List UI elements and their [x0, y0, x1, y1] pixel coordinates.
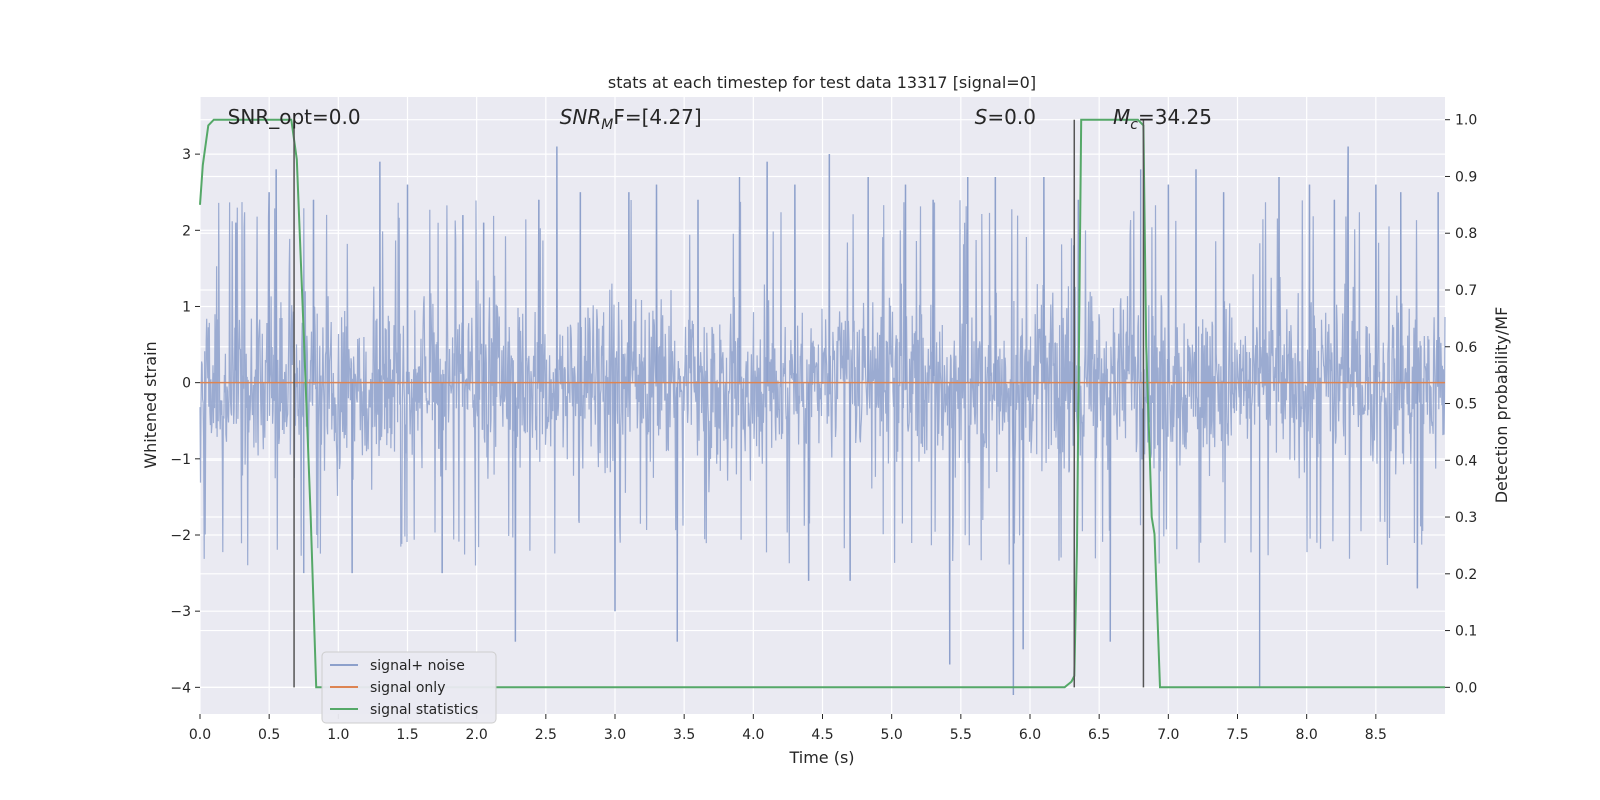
annotation-subscript: M [601, 117, 613, 133]
y-axis-label: Whitened strain [141, 341, 160, 468]
x-tick-label: 3.0 [604, 727, 626, 743]
signal-statistics-line [199, 118, 1445, 689]
y-tick-label: 2 [182, 223, 191, 239]
x-tick-label: 8.0 [1296, 727, 1318, 743]
x-tick-label: 6.5 [1088, 727, 1110, 743]
annotation-base: S [975, 105, 988, 129]
y-tick-label: −4 [170, 680, 191, 696]
x-tick-label: 4.5 [811, 727, 833, 743]
y2-tick-label: 0.5 [1455, 397, 1477, 413]
chart-title: stats at each timestep for test data 133… [608, 73, 1036, 92]
annotation-3: Mc=34.25 [1113, 105, 1212, 133]
legend-entry-signal-noise: signal+ noise [370, 658, 465, 674]
annotation-base: M [1113, 105, 1130, 129]
x-tick-label: 7.0 [1157, 727, 1179, 743]
y2-tick-label: 0.8 [1455, 226, 1477, 242]
x-tick-label: 5.0 [881, 727, 903, 743]
legend: signal+ noise signal only signal statist… [321, 651, 497, 724]
signal-noise-series [199, 146, 1446, 696]
annotation-0: SNR_opt=0.0 [228, 105, 361, 129]
vertical-markers [293, 119, 1145, 688]
line-series [199, 118, 1445, 689]
x-tick-label: 8.5 [1365, 727, 1387, 743]
annotation-subscript: c [1130, 117, 1138, 133]
annotations: SNR_opt=0.0 SNRMF=[4.27] S=0.0 Mc=34.25 [228, 105, 1212, 133]
y2-tick-label: 0.3 [1455, 510, 1477, 526]
y-tick-label: −1 [170, 452, 191, 468]
y-tick-label: −2 [170, 528, 191, 544]
y-tick-label: 0 [182, 376, 191, 392]
y2-tick-label: 0.0 [1455, 680, 1477, 696]
annotation-rest: F=[4.27] [613, 105, 701, 129]
annotation-2: S=0.0 [975, 105, 1036, 129]
legend-box [321, 651, 497, 724]
x-tick-label: 1.0 [327, 727, 349, 743]
x-axis-label: Time (s) [788, 748, 854, 767]
y2-tick-label: 0.6 [1455, 340, 1477, 356]
x-tick-label: 3.5 [673, 727, 695, 743]
y-tick-label: 1 [182, 299, 191, 315]
legend-entry-signal-statistics: signal statistics [370, 702, 478, 718]
annotation-base: SNR [560, 105, 602, 129]
y2-tick-label: 0.1 [1455, 624, 1477, 640]
y2-tick-label: 0.2 [1455, 567, 1477, 583]
x-tick-label: 4.0 [742, 727, 764, 743]
x-tick-label: 0.5 [258, 727, 280, 743]
x-tick-label: 0.0 [189, 727, 211, 743]
annotation-rest: =34.25 [1138, 105, 1212, 129]
y2-tick-label: 1.0 [1455, 113, 1477, 129]
y-tick-label: 3 [182, 147, 191, 163]
x-tick-label: 6.0 [1019, 727, 1041, 743]
y2-tick-label: 0.4 [1455, 453, 1477, 469]
y2-tick-label: 0.7 [1455, 283, 1477, 299]
axes: 0.0 0.5 1.0 1.5 2.0 2.5 3.0 3.5 4.0 4.5 5.0 5.5 6.0 6… [170, 113, 1477, 743]
annotation-rest: =0.0 [987, 105, 1036, 129]
x-tick-label: 2.5 [535, 727, 557, 743]
x-tick-label: 1.5 [396, 727, 418, 743]
y-tick-label: −3 [170, 604, 191, 620]
x-tick-label: 2.0 [466, 727, 488, 743]
y2-axis-label: Detection probability/MF [1492, 307, 1511, 504]
x-tick-label: 5.5 [950, 727, 972, 743]
y2-tick-label: 0.9 [1455, 169, 1477, 185]
x-tick-label: 7.5 [1226, 727, 1248, 743]
legend-entry-signal-only: signal only [370, 680, 445, 696]
annotation-1: SNRMF=[4.27] [560, 105, 702, 133]
